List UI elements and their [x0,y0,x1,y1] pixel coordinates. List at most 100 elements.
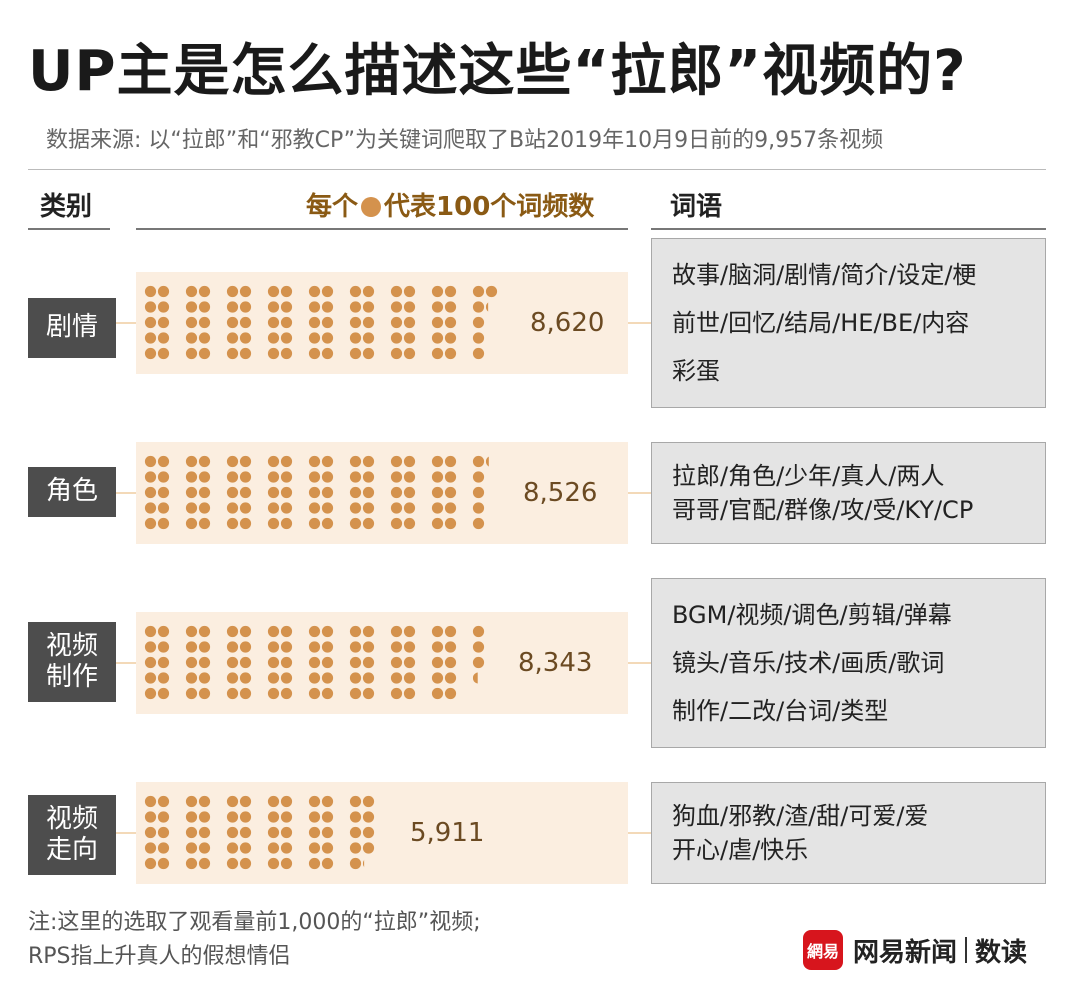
dot-mark [185,811,198,823]
dot-mark [239,656,252,669]
bar-background [136,782,628,884]
dot-mark [267,672,280,684]
category-label-line: 角色 [45,476,98,507]
dot-mark [157,641,170,653]
dot-mark [226,471,239,483]
category-label: 视频 制作 [28,622,116,702]
dot-mark [239,486,252,499]
footnote: 注:这里的选取了观看量前1,000的“拉郎”视频; RPS指上升真人的假想情侣 [28,906,481,974]
dot-mark [280,857,293,870]
dot-mark [403,332,416,344]
dot-mark [444,656,457,669]
dot-mark [226,625,239,638]
dot-mark [185,332,198,344]
dot-mark [431,625,444,638]
dot-mark [390,517,403,530]
dot-mark [144,285,157,298]
dot-mark [362,285,375,298]
dot-mark [444,455,457,468]
dot-mark [185,301,198,313]
dot-mark [185,316,198,329]
dot-mark [239,672,252,684]
dot-mark [267,332,280,344]
dot-mark [321,687,334,700]
dot-mark [198,517,211,530]
dot-mark [362,811,375,823]
dot-mark [144,641,157,653]
dot-mark [444,687,457,700]
dot-mark [308,672,321,684]
dot-mark [444,486,457,499]
connector-line [116,832,136,834]
dot-mark [185,641,198,653]
dot-mark [403,502,416,514]
dot-mark [198,347,211,360]
brand-separator [965,937,968,963]
dot-mark [144,517,157,530]
dot-mark [239,502,252,514]
dot-mark [157,625,170,638]
dot-mark [280,455,293,468]
dot-mark [198,486,211,499]
dot-mark [267,625,280,638]
dot-mark [349,285,362,298]
value-label: 5,911 [410,818,485,848]
dot-mark [239,641,252,653]
dot-mark [226,316,239,329]
dot-mark [321,795,334,808]
dot-mark [198,301,211,313]
dot-mark [403,285,416,298]
dot-mark [226,811,239,823]
dot-mark [185,826,198,839]
top-divider [28,169,1046,170]
dot-mark [239,857,252,870]
dot-mark [185,625,198,638]
dot-mark [144,301,157,313]
dot-mark [308,656,321,669]
dot-mark [198,811,211,823]
dot-mark [185,795,198,808]
connector-line [628,832,651,834]
dot-mark [321,826,334,839]
dot-mark [403,471,416,483]
dot-mark [485,456,489,467]
dot-mark [403,641,416,653]
dot-mark [362,347,375,360]
dot-mark [280,486,293,499]
dot-mark [198,455,211,468]
dot-mark [267,471,280,483]
dot-mark [267,656,280,669]
dot-mark [349,795,362,808]
dot-mark [226,486,239,499]
dot-mark [321,285,334,298]
dot-mark [362,517,375,530]
dot-mark [144,656,157,669]
keywords-line: 镜头/音乐/技术/画质/歌词 [672,649,945,677]
dot-mark [444,641,457,653]
dot-mark [308,285,321,298]
dot-mark [321,486,334,499]
dot-mark [157,332,170,344]
dot-mark [226,687,239,700]
dot-mark [280,502,293,514]
dot-mark [157,656,170,669]
dot-mark [280,795,293,808]
dot-mark [280,687,293,700]
dot-mark [390,502,403,514]
dot-mark [362,842,375,854]
dot-mark [280,471,293,483]
dot-mark [308,857,321,870]
dot-mark [321,455,334,468]
header-unit-suffix: 代表100个词频数 [384,192,595,222]
keywords-line: 制作/二改/台词/类型 [672,697,889,725]
bar-background [136,612,628,714]
dot-mark [362,672,375,684]
dot-mark [403,347,416,360]
dot-mark [144,672,157,684]
dot-mark [280,811,293,823]
dot-mark [349,517,362,530]
dot-mark [349,672,362,684]
dot-mark [280,347,293,360]
dot-mark [390,672,403,684]
dot-mark [198,285,211,298]
